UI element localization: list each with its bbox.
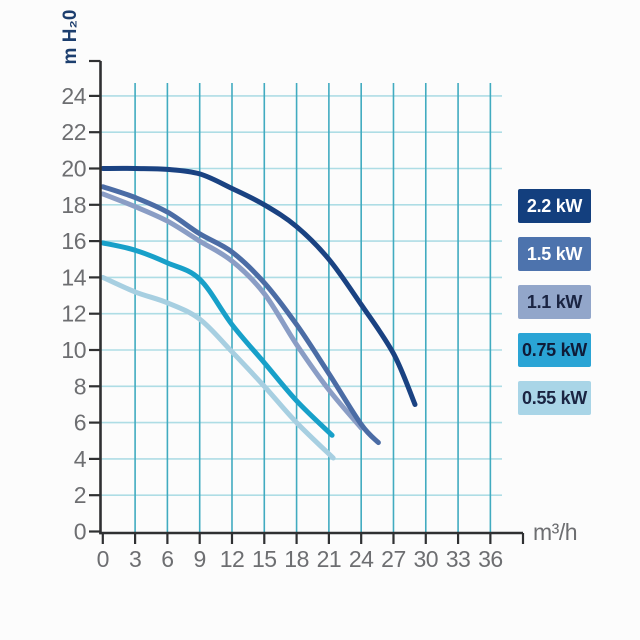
legend-label-2.2kw: 2.2 kW: [526, 195, 583, 216]
y-axis-unit-label: m H₂0: [60, 9, 81, 65]
legend-item-1.5kw: 1.5 kW: [518, 237, 591, 271]
x-tick-label: 30: [413, 546, 438, 572]
y-tick-label: 10: [61, 337, 86, 363]
legend-label-0.75kw: 0.75 kW: [522, 339, 587, 360]
x-tick-label: 27: [381, 546, 406, 572]
x-tick-label: 36: [478, 546, 503, 572]
curve-0.55kw: [100, 274, 336, 461]
x-tick-label: 3: [129, 546, 141, 572]
x-tick-label: 9: [194, 546, 206, 572]
y-tick-label: 8: [74, 373, 86, 399]
y-tick-label: 20: [61, 156, 86, 182]
legend-item-1.1kw: 1.1 kW: [518, 285, 591, 319]
x-tick-label: 0: [97, 546, 109, 572]
curve-1.5kw: [100, 184, 381, 446]
legend-label-1.1kw: 1.1 kW: [526, 291, 583, 312]
y-tick-label: 24: [61, 83, 86, 109]
y-tick-label: 4: [74, 446, 87, 472]
y-tick-label: 14: [61, 264, 86, 290]
y-tick-label: 16: [61, 228, 86, 254]
x-tick-label: 18: [284, 546, 309, 572]
y-tick-label: 6: [74, 410, 86, 436]
legend: 2.2 kW 1.5 kW 1.1 kW 0.75 kW 0.55 kW: [518, 189, 591, 415]
x-tick-label: 6: [161, 546, 173, 572]
y-tick-label: 22: [61, 119, 86, 145]
x-tick-label: 15: [252, 546, 277, 572]
y-tick-label: 12: [61, 301, 86, 327]
x-tick-label: 33: [446, 546, 471, 572]
legend-label-0.55kw: 0.55 kW: [522, 387, 587, 408]
y-tick-label: 18: [61, 192, 86, 218]
x-axis-unit-label: m³/h: [533, 519, 578, 545]
x-tick-label: 24: [349, 546, 374, 572]
legend-item-2.2kw: 2.2 kW: [518, 189, 591, 223]
curve-2.2kw: [100, 165, 418, 407]
x-tick-label: 21: [317, 546, 342, 572]
legend-item-0.75kw: 0.75 kW: [518, 333, 591, 367]
curve-1.1kw: [100, 191, 364, 431]
y-tick-label: 2: [74, 482, 86, 508]
legend-item-0.55kw: 0.55 kW: [518, 381, 591, 415]
y-tick-label: 0: [74, 519, 86, 545]
curve-0.75kw: [100, 240, 335, 438]
legend-label-1.5kw: 1.5 kW: [526, 243, 583, 264]
x-tick-label: 12: [220, 546, 245, 572]
